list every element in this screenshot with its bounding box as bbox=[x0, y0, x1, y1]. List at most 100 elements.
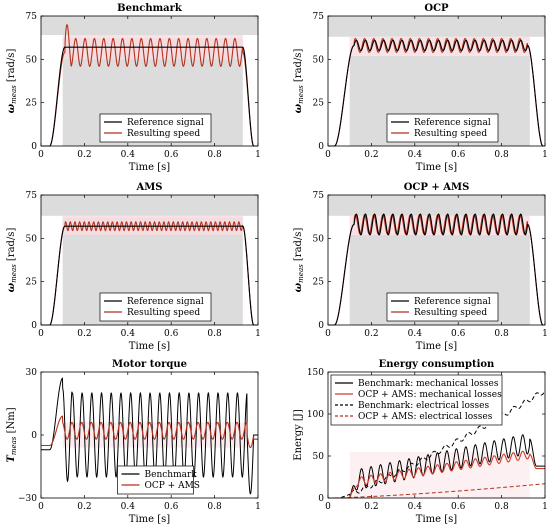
x-tick-label: 0.2 bbox=[77, 329, 91, 339]
x-tick-label: 1 bbox=[542, 150, 548, 160]
x-axis-label: Time [s] bbox=[129, 514, 170, 525]
y-axis-label: ωmeas [rad/s] bbox=[293, 49, 305, 114]
chart-title: Motor torque bbox=[112, 359, 187, 370]
x-tick-label: 0.4 bbox=[408, 329, 423, 339]
x-tick-label: 0.2 bbox=[364, 329, 378, 339]
legend-entry: Resulting speed bbox=[127, 308, 200, 318]
y-tick-label: 50 bbox=[313, 55, 325, 65]
x-tick-label: 0.2 bbox=[77, 502, 91, 512]
x-axis-label: Time [s] bbox=[129, 162, 170, 173]
y-tick-label: 0 bbox=[318, 321, 324, 331]
reference-signal-line bbox=[41, 225, 258, 326]
x-tick-label: 0.2 bbox=[364, 150, 378, 160]
y-axis-label: ωmeas [rad/s] bbox=[6, 49, 18, 114]
resulting-speed-line bbox=[328, 214, 545, 326]
legend-entry: OCP + AMS: electrical losses bbox=[358, 412, 493, 422]
x-tick-label: 0 bbox=[325, 150, 331, 160]
reference-signal-line bbox=[328, 39, 545, 147]
x-tick-label: 0.4 bbox=[408, 150, 423, 160]
x-tick-label: 0.2 bbox=[77, 150, 91, 160]
x-tick-label: 0.6 bbox=[451, 502, 466, 512]
x-tick-label: 0 bbox=[38, 329, 44, 339]
y-axis-label: Energy [J] bbox=[293, 409, 304, 461]
legend-entry: OCP + AMS: mechanical losses bbox=[358, 390, 502, 400]
panel-energy: 0 0.2 0.4 0.6 0.8 1 0 50 100 150 Energy consumptio… bbox=[293, 359, 548, 525]
y-tick-label: 0 bbox=[318, 142, 324, 152]
y-tick-label: 0 bbox=[31, 431, 37, 441]
x-tick-label: 1 bbox=[255, 502, 261, 512]
y-tick-label: 100 bbox=[307, 410, 324, 420]
panel-ams: 0 0.2 0.4 0.6 0.8 1 0 25 50 75 AMS Time [s] ωmeas [r… bbox=[6, 182, 261, 352]
tolerance-band-upper bbox=[328, 195, 545, 216]
y-axis-label: ωmeas [rad/s] bbox=[293, 228, 305, 293]
panel-ocp: 0 0.2 0.4 0.6 0.8 1 0 25 50 75 OCP Time [s] ωmeas [r… bbox=[293, 3, 548, 173]
resulting-speed-line bbox=[41, 23, 258, 147]
tolerance-band-upper bbox=[328, 16, 545, 37]
legend-box bbox=[117, 465, 194, 495]
legend-entry: OCP + AMS bbox=[145, 481, 200, 491]
x-tick-label: 0 bbox=[38, 502, 44, 512]
x-tick-label: 0.8 bbox=[494, 329, 509, 339]
plot-frame bbox=[327, 15, 546, 147]
y-tick-label: 50 bbox=[26, 55, 38, 65]
ocp-ams-electrical-line bbox=[328, 483, 546, 499]
x-tick-label: 0.8 bbox=[494, 502, 509, 512]
y-tick-label: 50 bbox=[313, 452, 325, 462]
y-tick-label: 50 bbox=[313, 234, 325, 244]
y-tick-label: 25 bbox=[313, 278, 325, 288]
x-axis-label: Time [s] bbox=[416, 341, 457, 352]
resulting-speed-line bbox=[328, 37, 545, 147]
resulting-speed-line bbox=[41, 220, 258, 326]
y-tick-label: 150 bbox=[307, 368, 324, 378]
legend-entry: Resulting speed bbox=[127, 129, 200, 139]
chart-title: OCP bbox=[424, 3, 449, 14]
plot-frame bbox=[327, 371, 546, 499]
legend-box bbox=[330, 374, 503, 426]
benchmark-torque-line bbox=[41, 377, 258, 495]
legend-entry: Resulting speed bbox=[414, 129, 487, 139]
y-tick-label: −30 bbox=[18, 494, 37, 504]
y-tick-label: 0 bbox=[31, 142, 37, 152]
y-tick-label: 25 bbox=[26, 99, 38, 109]
legend-entry: Resulting speed bbox=[414, 308, 487, 318]
y-tick-label: 50 bbox=[26, 234, 38, 244]
y-tick-label: 25 bbox=[313, 99, 325, 109]
chart-title: Benchmark bbox=[117, 3, 183, 14]
x-tick-label: 0.4 bbox=[121, 150, 136, 160]
x-tick-label: 0.4 bbox=[408, 502, 423, 512]
y-axis-label: ωmeas [rad/s] bbox=[6, 228, 18, 293]
legend-entry: Reference signal bbox=[414, 118, 491, 128]
chart-title: Energy consumption bbox=[379, 359, 495, 370]
x-tick-label: 0 bbox=[38, 150, 44, 160]
x-tick-label: 0 bbox=[325, 329, 331, 339]
x-tick-label: 1 bbox=[542, 502, 548, 512]
x-tick-label: 0.6 bbox=[164, 329, 179, 339]
x-tick-label: 0.8 bbox=[207, 329, 222, 339]
x-tick-label: 0.6 bbox=[164, 150, 179, 160]
legend-entry: Benchmark: electrical losses bbox=[358, 401, 489, 411]
chart-title: OCP + AMS bbox=[404, 182, 470, 193]
reference-signal-line bbox=[41, 46, 258, 147]
x-tick-label: 0.2 bbox=[364, 502, 378, 512]
legend-entry: Benchmark bbox=[145, 470, 198, 480]
x-tick-label: 0 bbox=[325, 502, 331, 512]
ocp-ams-torque-line bbox=[41, 415, 258, 449]
plot-frame bbox=[40, 15, 259, 147]
energy-band bbox=[349, 451, 530, 498]
x-tick-label: 0.8 bbox=[494, 150, 509, 160]
legend-entry: Reference signal bbox=[127, 297, 204, 307]
legend-entry: Benchmark: mechanical losses bbox=[358, 379, 499, 389]
plot-frame bbox=[327, 194, 546, 326]
x-tick-label: 0.4 bbox=[121, 502, 136, 512]
x-tick-label: 1 bbox=[255, 329, 261, 339]
x-tick-label: 0.8 bbox=[207, 150, 222, 160]
x-tick-label: 0.4 bbox=[121, 329, 136, 339]
tolerance-band-upper bbox=[41, 195, 258, 216]
reference-signal-line bbox=[328, 213, 545, 326]
y-tick-label: 75 bbox=[313, 191, 325, 201]
x-tick-label: 1 bbox=[542, 329, 548, 339]
x-axis-label: Time [s] bbox=[129, 341, 170, 352]
x-tick-label: 0.6 bbox=[451, 329, 466, 339]
